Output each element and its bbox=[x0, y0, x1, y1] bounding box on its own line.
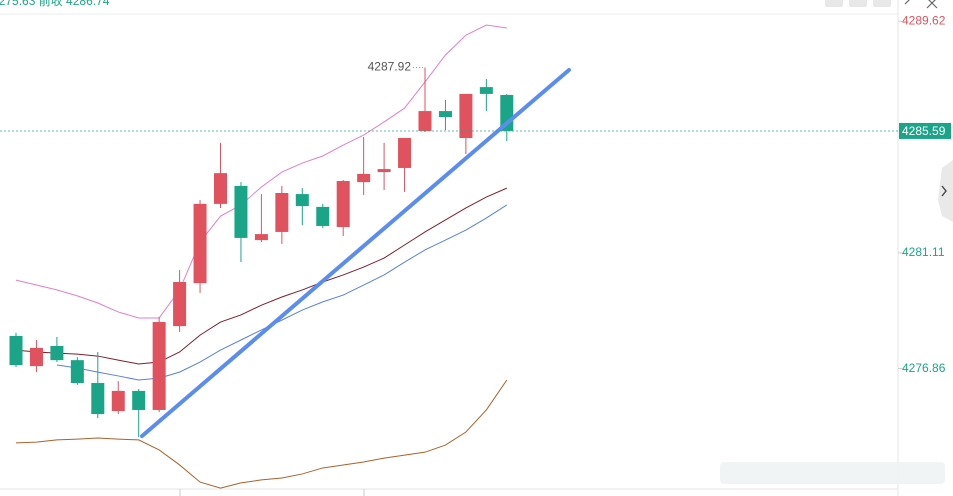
last-price-label: 4285.59 bbox=[902, 124, 946, 138]
candle-body bbox=[9, 335, 23, 366]
candle-body bbox=[234, 185, 248, 238]
candle-body bbox=[418, 111, 432, 131]
candle-body bbox=[91, 383, 105, 415]
y-tick-label: 4281.11 bbox=[902, 245, 945, 259]
y-tick-label: 4276.86 bbox=[902, 361, 946, 375]
header-text: 4275.63 前收 4286.74 bbox=[0, 0, 110, 8]
candle-body bbox=[336, 181, 350, 228]
side-tab[interactable] bbox=[938, 160, 953, 222]
candle-body bbox=[214, 173, 227, 204]
high-label: 4287.92 bbox=[368, 60, 412, 74]
last-price-box bbox=[899, 122, 951, 139]
tool-button[interactable] bbox=[825, 0, 843, 7]
indicator-line bbox=[56, 204, 508, 381]
tool-button[interactable] bbox=[873, 0, 891, 7]
indicator-line bbox=[15, 379, 508, 489]
candle-body bbox=[50, 345, 64, 361]
candle-body bbox=[254, 234, 268, 241]
toolbar bbox=[825, 0, 938, 9]
candle-body bbox=[275, 193, 289, 232]
candle-body bbox=[316, 206, 330, 226]
candle-body bbox=[398, 138, 412, 168]
candle-body bbox=[70, 360, 84, 384]
candle-body bbox=[438, 111, 452, 118]
candle-body bbox=[132, 390, 146, 410]
candle-body bbox=[111, 390, 125, 412]
candle-body bbox=[479, 87, 493, 94]
candle-body bbox=[173, 282, 187, 327]
candle-body bbox=[295, 194, 309, 207]
candle-body bbox=[459, 93, 473, 139]
y-tick-label: 4289.62 bbox=[902, 13, 946, 27]
candle-body bbox=[193, 203, 207, 284]
watermark bbox=[720, 462, 945, 484]
tool-button[interactable] bbox=[849, 0, 867, 7]
candle-body bbox=[357, 173, 371, 183]
candle-body bbox=[152, 322, 166, 410]
window-icons[interactable] bbox=[904, 0, 938, 9]
candle-body bbox=[377, 169, 391, 173]
candle-body bbox=[29, 347, 43, 367]
